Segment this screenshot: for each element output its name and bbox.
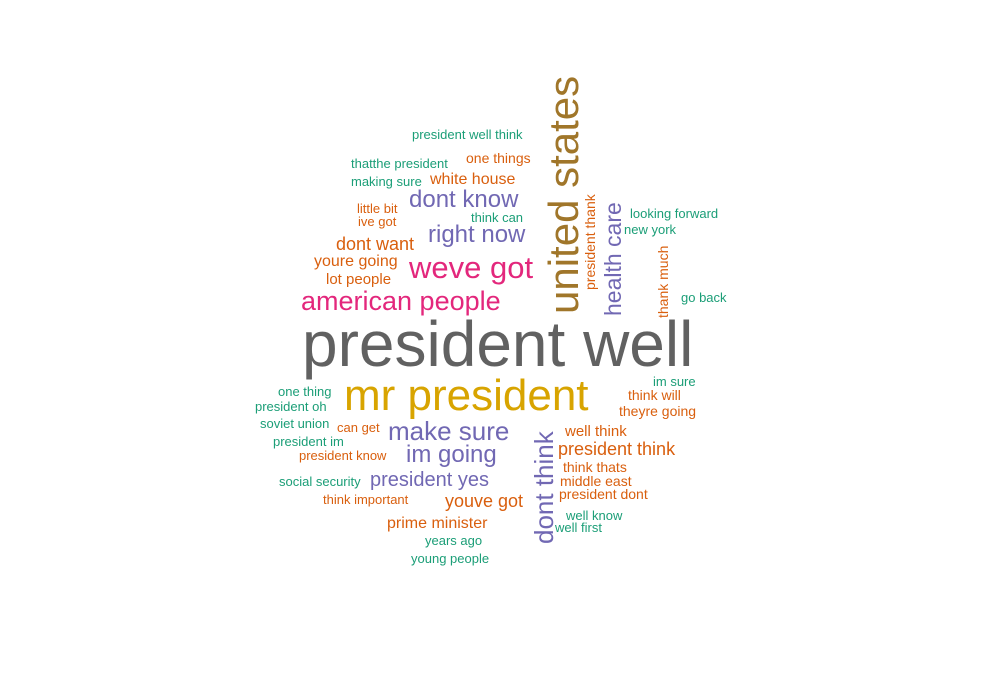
word-president-oh: president oh [255, 399, 327, 414]
word-can-get: can get [337, 420, 380, 435]
word-president-well-think: president well think [412, 127, 523, 142]
word-think-will: think will [628, 387, 681, 403]
word-president-think: president think [558, 439, 676, 459]
word-little-bit: little bit [357, 201, 398, 216]
word-president-yes: president yes [370, 469, 489, 491]
word-make-sure: make sure [388, 416, 510, 446]
word-president-im: president im [273, 434, 344, 449]
word-im-sure: im sure [653, 374, 696, 389]
word-lot-people: lot people [326, 271, 392, 288]
word-soviet-union: soviet union [260, 416, 330, 431]
word-making-sure: making sure [351, 174, 422, 189]
word-well-think: well think [565, 423, 627, 440]
word-president-dont: president dont [559, 486, 648, 502]
word-looking-forward: looking forward [630, 206, 719, 221]
word-im-going: im going [406, 441, 497, 468]
word-think-important: think important [323, 492, 409, 507]
word-well-first: well first [555, 520, 602, 535]
word-dont-know: dont know [409, 186, 519, 213]
word-american-people: american people [301, 286, 501, 316]
word-think-thats: think thats [563, 459, 627, 475]
word-one-thing: one thing [278, 384, 332, 399]
word-new-york: new york [624, 222, 677, 237]
word-young-people: young people [411, 551, 490, 566]
word-president-know: president know [299, 448, 387, 463]
word-weve-got: weve got [409, 250, 534, 285]
word-one-things: one things [466, 150, 531, 166]
word-well-know: well know [566, 508, 623, 523]
word-years-ago: years ago [425, 533, 483, 548]
word-right-now: right now [428, 221, 526, 248]
word-go-back: go back [681, 290, 727, 305]
word-think-can: think can [471, 210, 524, 225]
word-prime-minister: prime minister [387, 515, 488, 532]
word-dont-want: dont want [336, 234, 415, 254]
word-dont-think: dont think [529, 431, 559, 544]
word-mr-president: mr president [344, 371, 589, 420]
word-youve-got: youve got [445, 491, 524, 511]
word-thatthe-president: thatthe president [351, 156, 448, 171]
word-president-thank: president thank [582, 194, 598, 290]
word-theyre-going: theyre going [619, 403, 697, 419]
word-social-security: social security [279, 474, 361, 489]
word-thank-much: thank much [655, 245, 671, 318]
word-ive-got: ive got [358, 214, 397, 229]
word-youre-going: youre going [314, 253, 398, 270]
word-white-house: white house [430, 171, 516, 188]
word-united-states: united states [540, 75, 587, 314]
word-middle-east: middle east [560, 473, 632, 489]
word-health-care: health care [600, 202, 626, 316]
word-president-well: president well [302, 308, 694, 380]
